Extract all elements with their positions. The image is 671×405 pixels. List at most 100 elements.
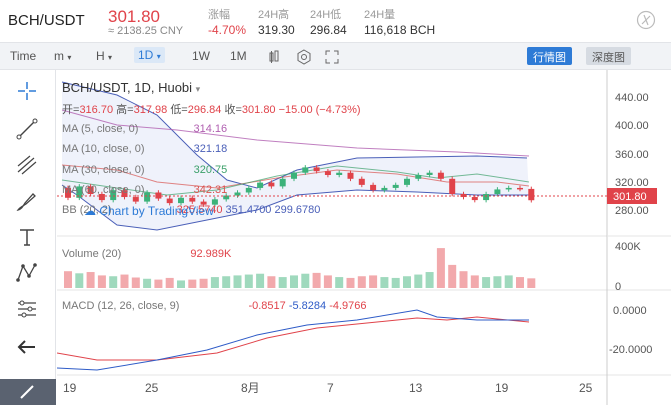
price-tick: 280.00 bbox=[615, 205, 649, 217]
hour-label: H bbox=[96, 49, 105, 63]
candles-layer bbox=[65, 165, 535, 207]
chevron-down-icon: ▾ bbox=[195, 84, 201, 94]
candle bbox=[211, 199, 218, 205]
high-label: 高= bbox=[116, 104, 134, 116]
trend-line-icon[interactable] bbox=[14, 116, 40, 142]
bollinger-lower-line bbox=[61, 184, 529, 231]
volume-bar bbox=[222, 276, 231, 288]
bch-logo-icon bbox=[636, 10, 656, 30]
bb-legend[interactable]: BB (20, 2) 325.5740 351.4700 299.6780 bbox=[62, 204, 320, 216]
settings-icon[interactable] bbox=[296, 49, 312, 65]
fib-tool-icon[interactable] bbox=[14, 296, 40, 322]
volume-bar bbox=[414, 274, 423, 288]
price-tick: 360.00 bbox=[615, 149, 649, 161]
fullscreen-icon[interactable] bbox=[324, 49, 340, 65]
volume-bar bbox=[425, 272, 434, 288]
volume-bar bbox=[357, 276, 366, 288]
ma-60-line bbox=[61, 109, 530, 157]
ma-30-label: MA (30, close, 0) bbox=[62, 164, 145, 176]
ma-60-label: MA (60, close, 0) bbox=[62, 184, 145, 196]
candle bbox=[494, 189, 501, 194]
stat-value-low: 296.84 bbox=[310, 23, 347, 37]
candle bbox=[449, 178, 456, 194]
volume-bar bbox=[86, 272, 95, 288]
depth-chart-button[interactable]: 深度图 bbox=[586, 47, 631, 65]
brush-icon[interactable] bbox=[14, 188, 40, 214]
week-interval-button[interactable]: 1W bbox=[192, 49, 210, 63]
open-value: 316.70 bbox=[79, 104, 114, 116]
minute-interval-dropdown[interactable]: m ▾ bbox=[54, 49, 71, 63]
volume-bar bbox=[267, 276, 276, 288]
volume-bar bbox=[448, 264, 457, 288]
symbol-label: BCH/USDT bbox=[8, 12, 85, 29]
volume-bar bbox=[131, 277, 140, 288]
day-interval-dropdown[interactable]: 1D ▾ bbox=[134, 47, 165, 63]
text-tool-icon[interactable] bbox=[14, 224, 40, 250]
ma-5-legend[interactable]: MA (5, close, 0) 314.16 bbox=[62, 123, 227, 135]
candle bbox=[528, 188, 535, 201]
x-tick: 19 bbox=[63, 381, 77, 395]
close-value: 301.80 bbox=[241, 104, 276, 116]
bollinger-band-fill bbox=[62, 82, 529, 230]
hour-interval-dropdown[interactable]: H ▾ bbox=[96, 49, 112, 63]
day-label: 1D bbox=[138, 48, 154, 62]
price-chart[interactable]: 301.80 440.00 400.00 360.00 320.00 280.0… bbox=[57, 70, 671, 405]
ma-10-legend[interactable]: MA (10, close, 0) 321.18 bbox=[62, 143, 227, 155]
candle bbox=[336, 172, 343, 175]
volume-bar bbox=[97, 275, 106, 288]
chart-toolbar: Time m ▾ H ▾ 1D ▾ 1W 1M 行情图 深度图 bbox=[0, 42, 671, 70]
tools-toggle-button[interactable] bbox=[0, 379, 56, 405]
drawing-tools-panel bbox=[0, 70, 56, 405]
ma-30-legend[interactable]: MA (30, close, 0) 320.75 bbox=[62, 164, 227, 176]
ma-30-line bbox=[61, 164, 530, 189]
candle bbox=[121, 190, 128, 198]
candle bbox=[347, 172, 354, 179]
candle bbox=[381, 187, 388, 191]
volume-bar bbox=[120, 274, 129, 288]
macd-legend[interactable]: MACD (12, 26, close, 9) -0.8517 -5.8284 … bbox=[62, 300, 367, 312]
volume-bar bbox=[188, 279, 197, 288]
volume-bar bbox=[256, 273, 265, 288]
volume-bar bbox=[244, 274, 253, 288]
pitchfork-icon[interactable] bbox=[14, 152, 40, 178]
volume-axis-tick: 400K bbox=[615, 241, 641, 253]
volume-legend[interactable]: Volume (20) 92.989K bbox=[62, 248, 231, 260]
candle-style-icon[interactable] bbox=[266, 49, 282, 65]
volume-bar bbox=[210, 277, 219, 288]
back-arrow-icon[interactable] bbox=[14, 334, 40, 360]
candle bbox=[415, 175, 422, 179]
ma-10-label: MA (10, close, 0) bbox=[62, 143, 145, 155]
open-label: 开= bbox=[62, 104, 80, 116]
crosshair-icon[interactable] bbox=[14, 78, 40, 104]
stat-value-change: -4.70% bbox=[208, 23, 247, 37]
macd-axis-tick: -20.0000 bbox=[609, 344, 652, 356]
volume-bar bbox=[391, 277, 400, 288]
ma-60-legend[interactable]: MA (60, close, 0) 342.31 bbox=[62, 184, 227, 196]
ma-30-value: 320.75 bbox=[193, 164, 228, 176]
tradingview-watermark: ☁ Chart by TradingView bbox=[84, 204, 214, 218]
month-interval-button[interactable]: 1M bbox=[230, 49, 247, 63]
candle bbox=[426, 172, 433, 175]
macd-signal-value: -4.9766 bbox=[329, 300, 367, 312]
candle bbox=[471, 197, 478, 201]
candle bbox=[358, 178, 365, 185]
bb-upper-value: 351.4700 bbox=[225, 204, 272, 216]
chevron-down-icon: ▾ bbox=[67, 53, 72, 62]
cloud-icon: ☁ bbox=[84, 204, 96, 218]
watermark-text: Chart by TradingView bbox=[99, 204, 214, 218]
chevron-down-icon: ▾ bbox=[108, 53, 113, 62]
volume-bar bbox=[369, 275, 378, 288]
candle bbox=[110, 190, 117, 201]
chart-title[interactable]: BCH/USDT, 1D, Huobi ▾ bbox=[62, 80, 200, 95]
market-chart-button[interactable]: 行情图 bbox=[527, 47, 572, 65]
candle bbox=[87, 186, 94, 194]
chart-title-text: BCH/USDT, 1D, Huobi bbox=[62, 80, 193, 95]
ma-60-value: 342.31 bbox=[193, 184, 228, 196]
pattern-tool-icon[interactable] bbox=[14, 260, 40, 286]
candle bbox=[437, 172, 444, 179]
low-label: 低= bbox=[170, 104, 188, 116]
volume-label: Volume (20) bbox=[62, 248, 122, 260]
volume-bar bbox=[75, 273, 84, 288]
candle bbox=[279, 178, 286, 187]
stat-label-change: 涨幅 bbox=[208, 9, 230, 21]
